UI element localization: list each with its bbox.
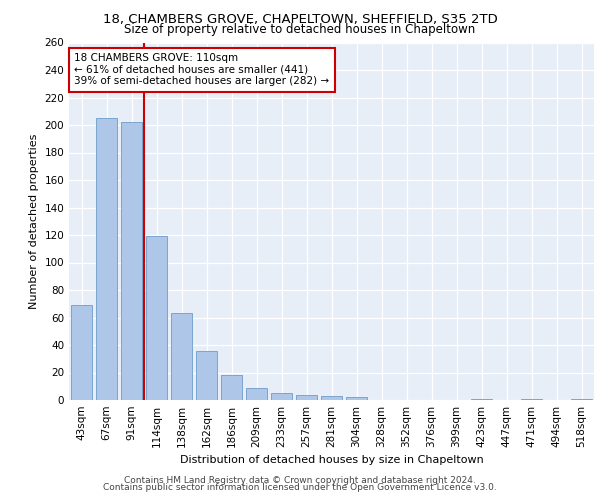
Text: Contains HM Land Registry data © Crown copyright and database right 2024.: Contains HM Land Registry data © Crown c…	[124, 476, 476, 485]
Bar	[171, 314, 192, 400]
Bar	[321, 396, 342, 400]
Y-axis label: Number of detached properties: Number of detached properties	[29, 134, 39, 309]
Text: Size of property relative to detached houses in Chapeltown: Size of property relative to detached ho…	[124, 22, 476, 36]
Bar	[346, 397, 367, 400]
Text: Contains public sector information licensed under the Open Government Licence v3: Contains public sector information licen…	[103, 484, 497, 492]
Bar	[571, 398, 592, 400]
Bar	[96, 118, 117, 400]
Bar	[296, 394, 317, 400]
Bar	[246, 388, 267, 400]
Bar	[471, 398, 492, 400]
X-axis label: Distribution of detached houses by size in Chapeltown: Distribution of detached houses by size …	[179, 456, 484, 466]
Text: 18, CHAMBERS GROVE, CHAPELTOWN, SHEFFIELD, S35 2TD: 18, CHAMBERS GROVE, CHAPELTOWN, SHEFFIEL…	[103, 12, 497, 26]
Bar	[121, 122, 142, 400]
Bar	[71, 305, 92, 400]
Text: 18 CHAMBERS GROVE: 110sqm
← 61% of detached houses are smaller (441)
39% of semi: 18 CHAMBERS GROVE: 110sqm ← 61% of detac…	[74, 53, 329, 86]
Bar	[221, 375, 242, 400]
Bar	[146, 236, 167, 400]
Bar	[521, 398, 542, 400]
Bar	[196, 350, 217, 400]
Bar	[271, 393, 292, 400]
